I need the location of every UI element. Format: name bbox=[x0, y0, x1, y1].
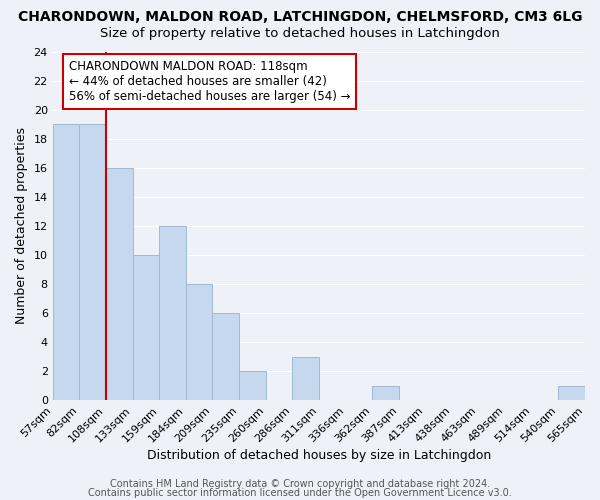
Text: CHARONDOWN, MALDON ROAD, LATCHINGDON, CHELMSFORD, CM3 6LG: CHARONDOWN, MALDON ROAD, LATCHINGDON, CH… bbox=[18, 10, 582, 24]
Bar bbox=[212, 313, 239, 400]
Bar bbox=[159, 226, 186, 400]
Bar bbox=[559, 386, 585, 400]
Text: Contains HM Land Registry data © Crown copyright and database right 2024.: Contains HM Land Registry data © Crown c… bbox=[110, 479, 490, 489]
Bar bbox=[186, 284, 212, 400]
Y-axis label: Number of detached properties: Number of detached properties bbox=[15, 128, 28, 324]
Bar bbox=[292, 356, 319, 400]
Bar bbox=[106, 168, 133, 400]
Bar bbox=[79, 124, 106, 400]
Text: Size of property relative to detached houses in Latchingdon: Size of property relative to detached ho… bbox=[100, 28, 500, 40]
Text: CHARONDOWN MALDON ROAD: 118sqm
← 44% of detached houses are smaller (42)
56% of : CHARONDOWN MALDON ROAD: 118sqm ← 44% of … bbox=[68, 60, 350, 103]
Bar bbox=[372, 386, 398, 400]
Bar bbox=[133, 255, 159, 400]
Bar bbox=[53, 124, 79, 400]
Text: Contains public sector information licensed under the Open Government Licence v3: Contains public sector information licen… bbox=[88, 488, 512, 498]
X-axis label: Distribution of detached houses by size in Latchingdon: Distribution of detached houses by size … bbox=[147, 450, 491, 462]
Bar bbox=[239, 371, 266, 400]
